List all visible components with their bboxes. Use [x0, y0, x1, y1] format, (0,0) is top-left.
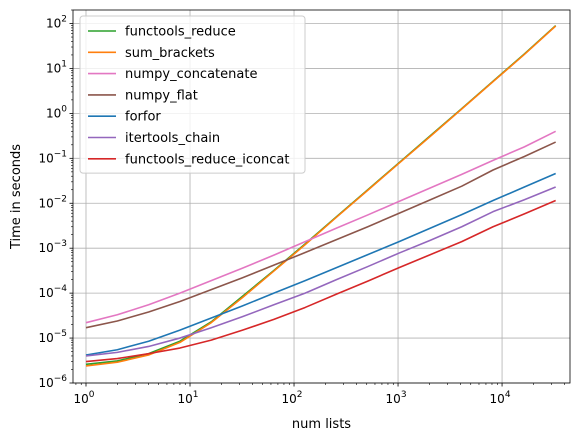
legend-label: functools_reduce_iconcat	[125, 152, 289, 167]
tick-label-exponent: 3	[401, 390, 407, 400]
y-tick-label: 10−1	[38, 149, 67, 165]
tick-label-base: 10	[38, 241, 53, 255]
tick-label-base: 10	[490, 392, 505, 406]
tick-label-base: 10	[38, 151, 53, 165]
tick-label-exponent: −3	[54, 239, 67, 249]
legend: functools_reduce sum_brackets numpy_concat…	[79, 15, 306, 174]
tick-label-exponent: −1	[54, 149, 67, 159]
y-axis-label: Time in seconds	[9, 144, 24, 250]
series-line-numpy-concatenate	[85, 130, 557, 324]
tick-label-exponent: −6	[54, 374, 68, 384]
tick-label-exponent: 0	[89, 390, 95, 400]
y-tick-label: 101	[46, 59, 67, 75]
plot-frame	[72, 9, 571, 384]
tick-label-exponent: −2	[54, 194, 67, 204]
tick-label-base: 10	[38, 286, 53, 300]
y-tick-label: 100	[46, 104, 67, 120]
tick-label-base: 10	[38, 196, 53, 210]
tick-label-base: 10	[282, 392, 297, 406]
y-tick-label: 10−4	[38, 284, 67, 300]
tick-label-base: 10	[38, 331, 53, 345]
legend-label: numpy_concatenate	[125, 67, 257, 82]
y-tick-label: 10−5	[38, 329, 67, 345]
tick-label-exponent: −4	[54, 284, 68, 294]
y-tick-label: 10−6	[38, 374, 67, 390]
tick-label-base: 10	[46, 61, 61, 75]
tick-label-base: 10	[38, 376, 53, 390]
ticks: 100 101 102 103 10410−610−510−410−310−210−11…	[38, 9, 565, 406]
series-line-forfor	[85, 172, 556, 356]
x-tick-label: 102	[282, 390, 303, 406]
series-line-itertools-chain	[85, 186, 556, 357]
x-tick-label: 104	[490, 390, 511, 406]
tick-label-base: 10	[46, 17, 61, 31]
series-line-numpy-flat	[85, 141, 557, 329]
legend-label: itertools_chain	[125, 131, 220, 146]
legend-box	[79, 15, 306, 174]
tick-label-base: 10	[386, 392, 401, 406]
x-tick-label: 100	[73, 390, 94, 406]
tick-label-exponent: 4	[505, 390, 511, 400]
tick-label-base: 10	[46, 106, 61, 120]
series-line-sum-brackets	[85, 25, 557, 367]
x-axis-label: num lists	[292, 417, 351, 432]
tick-label-base: 10	[73, 392, 88, 406]
x-tick-label: 103	[386, 390, 407, 406]
x-tick-label: 101	[178, 390, 199, 406]
tick-label-exponent: −5	[54, 329, 67, 339]
tick-label-exponent: 2	[297, 390, 303, 400]
y-tick-label: 10−2	[38, 194, 67, 210]
series-lines	[85, 24, 557, 367]
series-line-functools-reduce-iconcat	[85, 199, 556, 363]
legend-label: numpy_flat	[125, 88, 198, 103]
tick-label-exponent: 0	[61, 104, 67, 114]
y-tick-label: 102	[46, 15, 67, 31]
y-tick-label: 10−3	[38, 239, 67, 255]
legend-label: functools_reduce	[125, 25, 236, 40]
tick-label-exponent: 2	[61, 15, 67, 25]
tick-label-exponent: 1	[193, 390, 199, 400]
tick-label-exponent: 1	[61, 59, 67, 69]
legend-label: sum_brackets	[125, 46, 215, 61]
legend-label: forfor	[125, 110, 161, 125]
tick-label-base: 10	[178, 392, 193, 406]
